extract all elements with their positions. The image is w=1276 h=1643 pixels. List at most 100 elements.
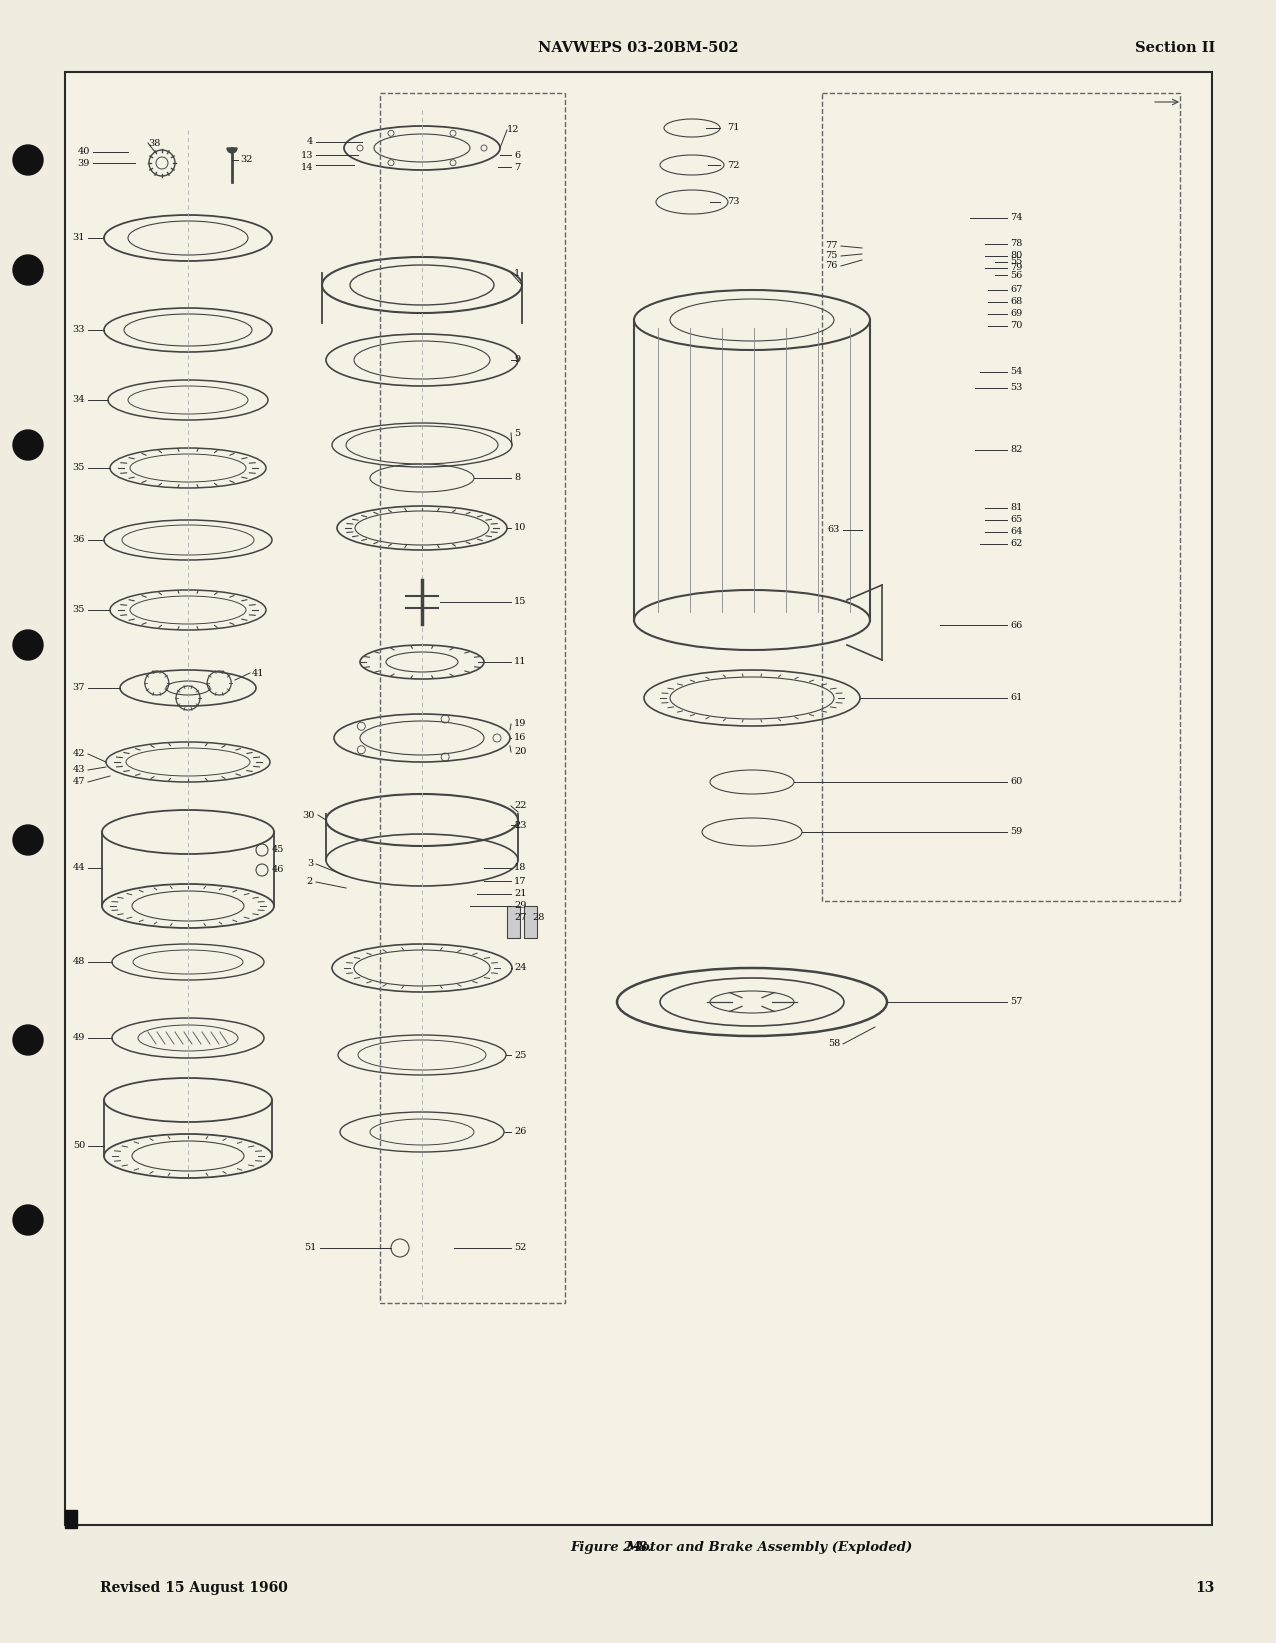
Text: 67: 67 [1011, 286, 1022, 294]
Text: 59: 59 [1011, 828, 1022, 836]
Text: 35: 35 [73, 606, 85, 614]
Text: 56: 56 [1011, 271, 1022, 279]
Text: 2: 2 [306, 877, 313, 887]
Text: 22: 22 [514, 802, 527, 810]
Text: 8: 8 [514, 473, 521, 483]
Text: 4: 4 [306, 138, 313, 146]
Text: 61: 61 [1011, 693, 1022, 703]
Circle shape [13, 629, 43, 660]
Text: 68: 68 [1011, 297, 1022, 307]
Text: 48: 48 [73, 958, 85, 966]
Text: 69: 69 [1011, 309, 1022, 319]
Bar [65, 72, 1212, 1525]
Text: 3: 3 [306, 859, 313, 869]
Text: 46: 46 [272, 866, 285, 874]
Text: 42: 42 [73, 749, 85, 759]
Text: Figure 2-8.: Figure 2-8. [570, 1541, 652, 1554]
Text: 12: 12 [507, 125, 519, 135]
Text: 9: 9 [514, 355, 521, 365]
Text: 81: 81 [1011, 503, 1022, 513]
Text: 50: 50 [73, 1142, 85, 1150]
Text: 76: 76 [826, 261, 838, 271]
Circle shape [13, 430, 43, 460]
Bar [507, 905, 521, 938]
Text: 73: 73 [727, 197, 740, 207]
Text: 28: 28 [532, 914, 545, 922]
Text: 49: 49 [73, 1033, 85, 1043]
Text: 33: 33 [73, 325, 85, 335]
Text: 45: 45 [272, 846, 285, 854]
Text: 72: 72 [727, 161, 740, 169]
Text: 58: 58 [828, 1040, 840, 1048]
Text: NAVWEPS 03-20BM-502: NAVWEPS 03-20BM-502 [537, 41, 739, 54]
Text: 11: 11 [514, 657, 527, 667]
Bar [380, 94, 565, 1303]
Text: 7: 7 [514, 163, 521, 171]
Text: 14: 14 [301, 164, 313, 173]
Text: 23: 23 [514, 820, 527, 830]
Text: 24: 24 [514, 963, 527, 973]
Circle shape [13, 255, 43, 284]
Text: 15: 15 [514, 598, 527, 606]
Text: 62: 62 [1011, 539, 1022, 549]
Text: 53: 53 [1011, 383, 1022, 393]
Text: 35: 35 [73, 463, 85, 473]
Circle shape [13, 825, 43, 854]
Text: 26: 26 [514, 1127, 527, 1137]
Text: Revised 15 August 1960: Revised 15 August 1960 [100, 1581, 288, 1595]
Text: 60: 60 [1011, 777, 1022, 787]
Text: 63: 63 [828, 526, 840, 534]
Circle shape [13, 145, 43, 176]
Text: 78: 78 [1011, 240, 1022, 248]
Text: 64: 64 [1011, 527, 1022, 537]
Text: 75: 75 [826, 251, 838, 261]
Text: 30: 30 [302, 810, 315, 820]
Text: 57: 57 [1011, 997, 1022, 1007]
Text: Motor and Brake Assembly (Exploded): Motor and Brake Assembly (Exploded) [618, 1541, 912, 1554]
Text: 21: 21 [514, 889, 527, 899]
Text: 34: 34 [73, 396, 85, 404]
Text: 32: 32 [240, 156, 253, 164]
Text: 54: 54 [1011, 368, 1022, 376]
Text: 77: 77 [826, 242, 838, 250]
Text: 39: 39 [78, 158, 91, 168]
Text: 13: 13 [301, 151, 313, 159]
Text: 41: 41 [251, 669, 264, 677]
Circle shape [13, 1025, 43, 1055]
Text: 66: 66 [1011, 621, 1022, 629]
Bar [822, 94, 1180, 900]
Circle shape [13, 1204, 43, 1236]
Text: 38: 38 [148, 138, 161, 148]
Bar [524, 905, 537, 938]
Text: 55: 55 [1011, 258, 1022, 266]
Text: 6: 6 [514, 151, 521, 159]
Text: 5: 5 [514, 429, 521, 437]
Text: 80: 80 [1011, 251, 1022, 261]
Text: 82: 82 [1011, 445, 1022, 455]
Text: 51: 51 [305, 1244, 316, 1252]
Text: 16: 16 [514, 733, 527, 743]
Text: 27: 27 [514, 914, 527, 922]
Text: 65: 65 [1011, 516, 1022, 524]
Text: 47: 47 [73, 777, 85, 787]
Text: 36: 36 [73, 536, 85, 544]
Text: 74: 74 [1011, 214, 1022, 222]
Bar [65, 1510, 77, 1528]
Text: 18: 18 [514, 864, 527, 872]
Text: 40: 40 [78, 148, 91, 156]
Text: 19: 19 [514, 720, 527, 728]
Text: 37: 37 [73, 683, 85, 692]
Text: 17: 17 [514, 876, 527, 886]
Text: 71: 71 [727, 123, 740, 133]
Text: 70: 70 [1011, 322, 1022, 330]
Text: 43: 43 [73, 766, 85, 774]
Text: 25: 25 [514, 1050, 527, 1060]
Text: Section II: Section II [1134, 41, 1215, 54]
Text: 29: 29 [514, 902, 527, 910]
Text: 10: 10 [514, 524, 527, 532]
Wedge shape [227, 148, 237, 153]
Text: 44: 44 [73, 864, 85, 872]
Text: 79: 79 [1011, 263, 1022, 273]
Text: 1: 1 [514, 268, 521, 278]
Text: 31: 31 [73, 233, 85, 243]
